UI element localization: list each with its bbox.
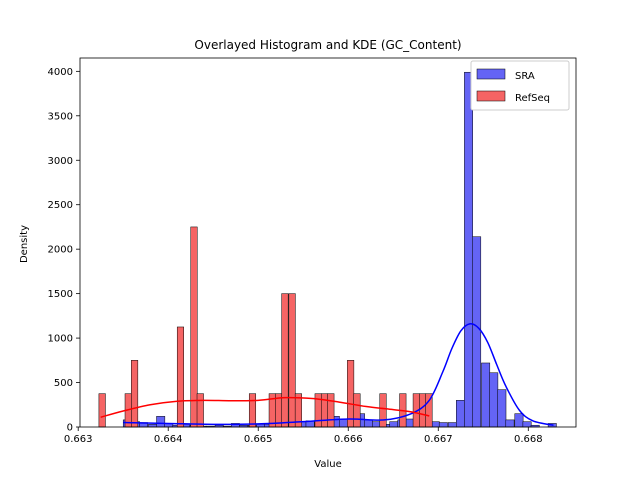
refseq-bar-20 (419, 393, 427, 428)
refseq-bar-4 (190, 226, 198, 428)
sra-bar-47 (514, 413, 524, 428)
sra-bar-38 (438, 422, 448, 428)
y-tick-label-1: 500 (54, 378, 73, 389)
refseq-bar-15 (347, 360, 355, 428)
y-tick-label-7: 3500 (48, 111, 73, 122)
sra-bar-16 (256, 424, 266, 428)
refseq-bar-10 (288, 293, 296, 428)
refseq-bar-0 (98, 393, 106, 428)
sra-bar-3 (148, 424, 157, 428)
sra-kde-line (123, 323, 554, 426)
sra-bar-48 (522, 421, 532, 428)
sra-bar-45 (497, 389, 507, 428)
x-tick-label-4: 0.667 (424, 434, 453, 445)
x-tick-label-0: 0.663 (64, 434, 93, 445)
sra-bar-29 (364, 419, 374, 428)
axes-frame (79, 57, 577, 428)
x-tick-label-5: 0.668 (514, 434, 543, 445)
y-tick-label-4: 2000 (48, 245, 73, 256)
refseq-bar-3 (176, 326, 185, 428)
legend: SRA RefSeq (470, 60, 570, 111)
x-tick-label-3: 0.666 (334, 434, 363, 445)
y-tick-label-0: 0 (67, 423, 73, 434)
refseq-bar-17 (379, 393, 387, 428)
refseq-bar-5 (196, 393, 204, 428)
legend-label-sra: SRA (515, 71, 535, 82)
y-tick-label-3: 1500 (48, 289, 73, 300)
sra-bar-44 (489, 372, 499, 428)
refseq-bar-9 (281, 293, 289, 428)
x-axis-label: Value (314, 459, 341, 470)
x-tick-label-2: 0.665 (244, 434, 273, 445)
y-tick-label-6: 3000 (48, 156, 73, 167)
y-axis-label: Density (19, 225, 30, 263)
legend-swatch-sra (476, 68, 506, 80)
sra-bar-41 (464, 71, 473, 428)
refseq-kde-line (100, 396, 430, 418)
legend-label-refseq: RefSeq (515, 93, 550, 104)
sra-bar-40 (456, 400, 465, 428)
sra-bar-4 (156, 416, 166, 428)
refseq-bar-16 (353, 393, 361, 428)
y-tick-label-2: 1000 (48, 334, 73, 345)
sra-bar-32 (389, 421, 399, 428)
legend-swatch-refseq (476, 90, 506, 102)
sra-bar-42 (472, 236, 482, 428)
x-tick-label-1: 0.664 (154, 434, 183, 445)
sra-bar-43 (481, 362, 491, 428)
chart-title: Overlayed Histogram and KDE (GC_Content) (194, 38, 461, 52)
refseq-bar-6 (248, 393, 257, 428)
sra-bar-39 (447, 422, 457, 428)
refseq-bar-14 (327, 393, 335, 428)
sra-bar-26 (339, 418, 348, 428)
refseq-bar-2 (131, 360, 139, 428)
sra-bar-46 (505, 419, 515, 428)
y-tick-label-5: 2500 (48, 200, 73, 211)
refseq-bar-13 (321, 393, 329, 428)
y-tick-label-8: 4000 (48, 67, 73, 78)
plot-area: 0.663 0.664 0.665 0.666 0.667 0.668 0 500 1000 15… (48, 57, 577, 445)
